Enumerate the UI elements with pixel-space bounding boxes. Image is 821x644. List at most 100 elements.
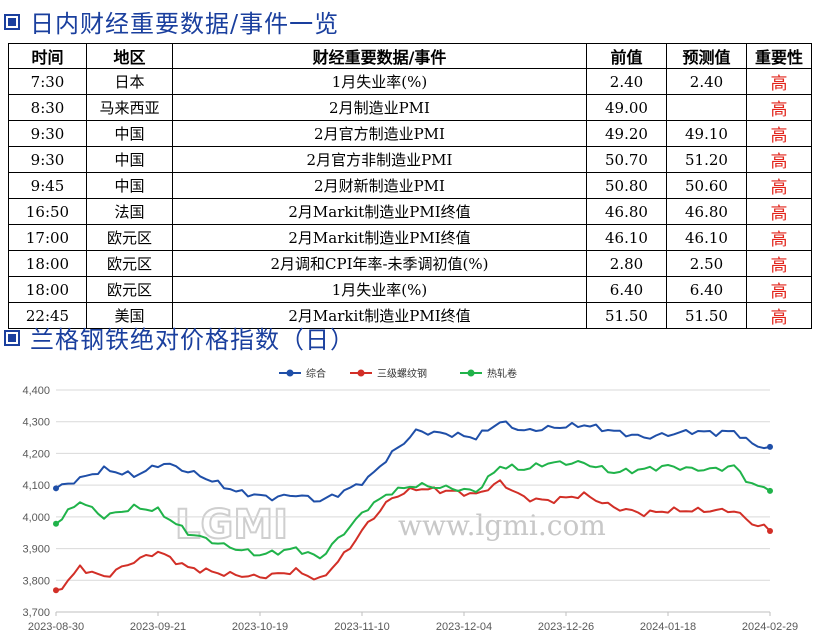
y-tick-label: 4,400 <box>22 385 50 397</box>
table-cell: 46.10 <box>586 224 667 251</box>
financial-events-table: 时间 地区 财经重要数据/事件 前值 预测值 重要性 7:30 日本 1月失业率(%) 2.40… <box>8 43 812 329</box>
y-tick-label: 4,000 <box>22 512 50 524</box>
table-cell: 46.10 <box>666 224 747 251</box>
table-cell: 51.50 <box>586 302 667 329</box>
series-start-marker <box>53 485 59 492</box>
importance-cell: 高 <box>746 172 812 199</box>
square-bullet-icon <box>4 329 20 346</box>
watermark-url: www.lgmi.com <box>398 509 606 542</box>
table-cell: 2月财新制造业PMI <box>172 172 587 199</box>
table-cell: 7:30 <box>8 68 87 95</box>
table-cell: 51.50 <box>666 302 747 329</box>
table-cell: 46.80 <box>666 198 747 225</box>
importance-cell: 高 <box>746 198 812 225</box>
column-header: 重要性 <box>746 43 812 69</box>
x-tick-label: 2023-11-10 <box>334 621 389 633</box>
y-tick-label: 3,900 <box>22 544 50 556</box>
table-cell: 2月Markit制造业PMI终值 <box>172 224 587 251</box>
table-cell: 50.60 <box>666 172 747 199</box>
table-cell: 46.80 <box>586 198 667 225</box>
importance-cell: 高 <box>746 250 812 277</box>
importance-cell: 高 <box>746 146 812 173</box>
table-body: 7:30 日本 1月失业率(%) 2.40 2.40 高 8:30 马来西亚 2月制造业PMI 4… <box>8 68 812 329</box>
table-cell: 18:00 <box>8 250 87 277</box>
x-tick-label: 2024-02-29 <box>742 621 798 633</box>
column-header: 财经重要数据/事件 <box>172 43 587 69</box>
section-header-steel-index: 兰格钢铁绝对价格指数（日） <box>4 320 355 355</box>
table-cell: 中国 <box>86 172 173 199</box>
table-cell <box>666 94 747 121</box>
legend-swatch-marker <box>286 369 294 377</box>
table-cell: 2.40 <box>586 68 667 95</box>
x-tick-label: 2023-12-26 <box>538 621 594 633</box>
table-row: 22:45 美国 2月Markit制造业PMI终值 51.50 51.50 高 <box>8 302 812 329</box>
y-tick-label: 4,100 <box>22 480 50 492</box>
table-row: 17:00 欧元区 2月Markit制造业PMI终值 46.10 46.10 高 <box>8 224 812 251</box>
series-start-marker <box>53 520 59 527</box>
y-tick-label: 4,200 <box>22 448 50 460</box>
table-cell: 22:45 <box>8 302 87 329</box>
column-header: 预测值 <box>666 43 747 69</box>
column-header: 前值 <box>586 43 667 69</box>
watermark-logo: LGMI <box>175 502 288 548</box>
table-cell: 49.10 <box>666 120 747 147</box>
series-start-marker <box>53 587 59 594</box>
table-cell: 8:30 <box>8 94 87 121</box>
table-cell: 49.00 <box>586 94 667 121</box>
table-cell: 16:50 <box>8 198 87 225</box>
importance-cell: 高 <box>746 276 812 303</box>
table-cell: 2.50 <box>666 250 747 277</box>
table-row: 8:30 马来西亚 2月制造业PMI 49.00 高 <box>8 94 812 121</box>
table-row: 18:00 欧元区 1月失业率(%) 6.40 6.40 高 <box>8 276 812 303</box>
table-cell: 9:45 <box>8 172 87 199</box>
table-cell: 51.20 <box>666 146 747 173</box>
legend-swatch-marker <box>357 369 365 377</box>
table-cell: 50.70 <box>586 146 667 173</box>
table-cell: 欧元区 <box>86 250 173 277</box>
table-row: 9:30 中国 2月官方非制造业PMI 50.70 51.20 高 <box>8 146 812 173</box>
table-cell: 50.80 <box>586 172 667 199</box>
table-cell: 1月失业率(%) <box>172 68 587 95</box>
importance-cell: 高 <box>746 120 812 147</box>
table-cell: 法国 <box>86 198 173 225</box>
table-cell: 欧元区 <box>86 276 173 303</box>
square-bullet-icon <box>4 13 20 30</box>
table-cell: 2月Markit制造业PMI终值 <box>172 198 587 225</box>
table-cell: 18:00 <box>8 276 87 303</box>
table-cell: 美国 <box>86 302 173 329</box>
table-cell: 2月调和CPI年率-未季调初值(%) <box>172 250 587 277</box>
series-end-marker <box>767 443 773 450</box>
table-cell: 中国 <box>86 120 173 147</box>
table-cell: 2月制造业PMI <box>172 94 587 121</box>
table-cell: 9:30 <box>8 146 87 173</box>
series-end-marker <box>767 487 773 494</box>
table-cell: 2.80 <box>586 250 667 277</box>
x-tick-label: 2023-12-04 <box>436 621 492 633</box>
column-header: 地区 <box>86 43 173 69</box>
series-line <box>55 479 771 592</box>
y-tick-label: 3,700 <box>22 607 50 619</box>
table-cell: 2月官方非制造业PMI <box>172 146 587 173</box>
y-tick-label: 4,300 <box>22 417 50 429</box>
importance-cell: 高 <box>746 68 812 95</box>
section-title: 日内财经重要数据/事件一览 <box>30 10 340 38</box>
table-cell: 6.40 <box>666 276 747 303</box>
table-row: 9:30 中国 2月官方制造业PMI 49.20 49.10 高 <box>8 120 812 147</box>
table-cell: 49.20 <box>586 120 667 147</box>
table-cell: 中国 <box>86 146 173 173</box>
legend-swatch-marker <box>467 369 475 377</box>
series-line <box>55 460 771 560</box>
series-line <box>55 420 771 503</box>
section-header-financial-events: 日内财经重要数据/事件一览 <box>4 4 339 39</box>
table-cell: 6.40 <box>586 276 667 303</box>
x-tick-label: 2023-09-21 <box>130 621 186 633</box>
column-header: 时间 <box>8 43 87 69</box>
importance-cell: 高 <box>746 302 812 329</box>
legend-label: 综合 <box>306 367 326 380</box>
x-tick-label: 2023-10-19 <box>232 621 288 633</box>
table-cell: 欧元区 <box>86 224 173 251</box>
table-cell: 1月失业率(%) <box>172 276 587 303</box>
legend-label: 三级螺纹钢 <box>377 367 427 380</box>
legend-label: 热轧卷 <box>487 367 517 380</box>
importance-cell: 高 <box>746 224 812 251</box>
